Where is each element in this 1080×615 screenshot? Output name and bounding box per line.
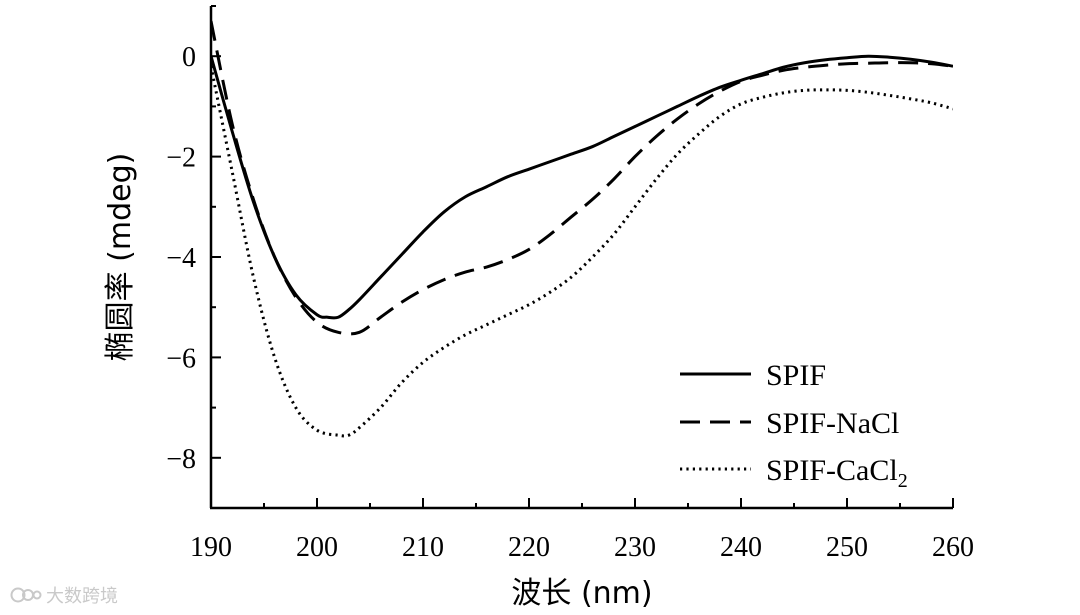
- y-tick-label: −6: [166, 343, 196, 374]
- x-tick-label: 250: [826, 532, 868, 563]
- x-axis-ticks: 190 200 210 220 230 240 250 260: [190, 498, 974, 563]
- watermark-text: 大数跨境: [46, 586, 118, 607]
- ccd-logo-icon: [10, 587, 42, 603]
- legend: SPIF SPIF-NaCl SPIF-CaCl2: [680, 359, 908, 492]
- y-axis-ticks: 0 −2 −4 −6 −8: [166, 5, 221, 475]
- y-axis-title: 椭圆率 (mdeg): [103, 153, 138, 362]
- y-tick-label: −4: [166, 243, 196, 274]
- y-tick-label: 0: [182, 42, 196, 73]
- y-tick-label: −2: [166, 143, 196, 174]
- x-axis-title: 波长 (nm): [511, 576, 652, 611]
- x-tick-label: 260: [932, 532, 974, 563]
- legend-label-1: SPIF-NaCl: [766, 407, 899, 440]
- series-line-1: [211, 20, 953, 336]
- x-tick-label: 190: [190, 532, 232, 563]
- series-line-2: [211, 65, 953, 438]
- x-tick-label: 200: [296, 532, 338, 563]
- x-tick-label: 230: [614, 532, 656, 563]
- series-line-0: [211, 54, 953, 320]
- x-tick-label: 240: [720, 532, 762, 563]
- x-tick-label: 210: [402, 532, 444, 563]
- legend-label-0: SPIF: [766, 359, 826, 392]
- watermark: 大数跨境: [10, 582, 118, 608]
- series-lines: [211, 20, 953, 438]
- y-tick-label: −8: [166, 444, 196, 475]
- x-tick-label: 220: [508, 532, 550, 563]
- legend-label-2: SPIF-CaCl2: [766, 454, 908, 492]
